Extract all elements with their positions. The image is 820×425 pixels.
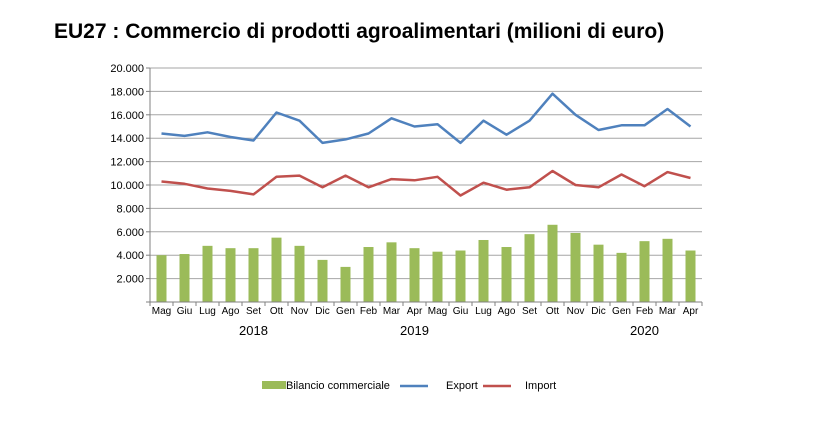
year-labels: 2018 2019 2020 [239,323,659,338]
bar-2 [202,245,213,302]
x-tick-label-2: Lug [199,306,216,317]
bar-7 [317,259,328,302]
axes [146,67,703,306]
bar-17 [547,224,558,302]
bar-12 [432,251,443,302]
legend-label-export: Export [446,380,478,392]
line-series [161,92,692,197]
line-import [161,169,691,197]
x-tick-label-1: Giu [177,306,193,317]
x-tick-label-13: Giu [453,306,469,317]
y-tick-label: 8.000 [116,203,144,215]
bar-22 [662,238,673,302]
x-tick-label-16: Set [522,306,537,317]
bar-23 [685,250,696,302]
legend-label-bilancio: Bilancio commerciale [286,380,390,392]
x-tick-label-14: Lug [475,306,492,317]
x-tick-label-21: Feb [636,306,654,317]
chart-title: EU27 : Commercio di prodotti agroaliment… [54,20,664,43]
x-tick-label-12: Mag [428,306,447,317]
x-tick-label-0: Mag [152,306,171,317]
bar-1 [179,254,190,302]
y-tick-label: 16.000 [110,110,144,122]
legend-label-import: Import [525,380,556,392]
y-tick-label: 10.000 [110,180,144,192]
y-tick-label: 2.000 [116,274,144,286]
y-tick-label: 12.000 [110,157,144,169]
x-tick-label-8: Gen [336,306,355,317]
grid-lines [150,67,702,280]
x-tick-label-20: Gen [612,306,631,317]
bar-3 [225,248,236,302]
year-label-2018: 2018 [239,323,268,338]
y-tick-labels: 2.000 4.000 6.000 8.000 10.000 12.000 14.000 16… [110,63,144,286]
bar-series [156,224,696,302]
x-tick-label-9: Feb [360,306,378,317]
x-tick-label-19: Dic [591,306,605,317]
x-tick-label-17: Ott [546,306,560,317]
bar-18 [570,232,581,302]
bar-5 [271,237,282,302]
legend-swatch-bilancio [262,381,286,389]
bar-9 [363,247,374,302]
x-tick-label-5: Ott [270,306,284,317]
x-tick-label-3: Ago [222,306,240,317]
bar-10 [386,242,397,302]
x-tick-label-22: Mar [659,306,677,317]
x-tick-label-4: Set [246,306,261,317]
y-tick-label: 4.000 [116,250,144,262]
bar-4 [248,248,259,302]
x-tick-label-10: Mar [383,306,401,317]
legend: Bilancio commerciale Export Import [262,380,556,392]
bar-6 [294,245,305,302]
x-tick-label-11: Apr [407,306,423,317]
bar-8 [340,266,351,302]
bar-13 [455,250,466,302]
bar-15 [501,247,512,302]
x-tick-label-18: Nov [567,306,585,317]
year-label-2020: 2020 [630,323,659,338]
y-tick-label: 6.000 [116,227,144,239]
bar-19 [593,244,604,302]
bar-20 [616,252,627,302]
y-tick-label: 18.000 [110,86,144,98]
y-tick-label: 20.000 [110,63,144,75]
year-label-2019: 2019 [400,323,429,338]
bar-14 [478,239,489,302]
x-tick-label-6: Nov [291,306,309,317]
y-tick-label: 14.000 [110,133,144,145]
bar-16 [524,234,535,302]
bar-11 [409,248,420,302]
x-tick-label-23: Apr [683,306,699,317]
x-tick-labels: Mag Giu Lug Ago Set Ott Nov Dic Gen Feb Mar Apr Mag G… [152,306,699,317]
bar-21 [639,241,650,302]
line-export [161,92,692,145]
bar-0 [156,255,167,302]
x-tick-label-15: Ago [498,306,516,317]
x-tick-label-7: Dic [315,306,329,317]
